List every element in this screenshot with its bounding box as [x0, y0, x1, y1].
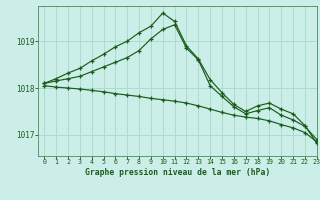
X-axis label: Graphe pression niveau de la mer (hPa): Graphe pression niveau de la mer (hPa)	[85, 168, 270, 177]
